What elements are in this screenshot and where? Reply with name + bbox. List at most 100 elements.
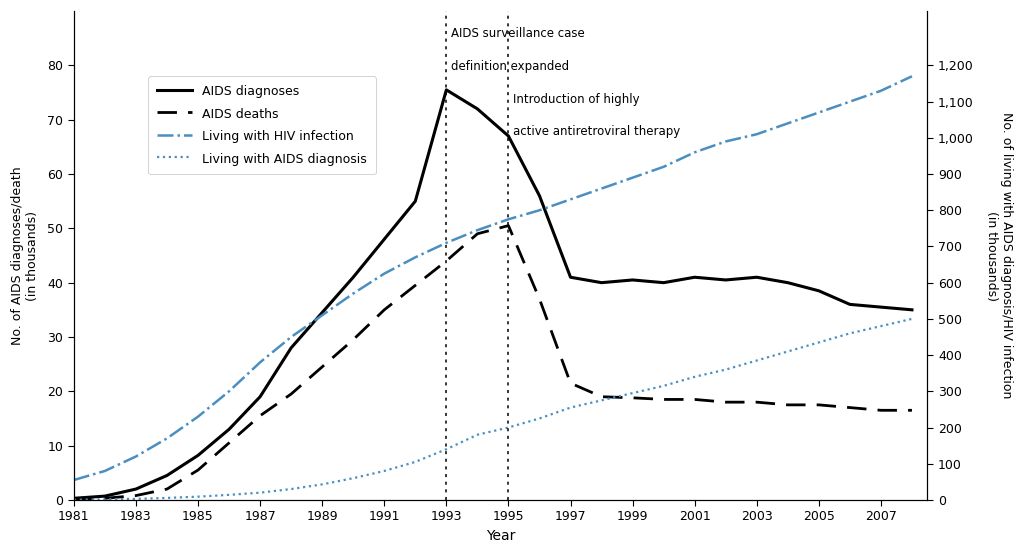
Line: AIDS deaths: AIDS deaths: [74, 225, 912, 499]
Living with HIV infection: [906, 73, 919, 80]
AIDS deaths: [813, 402, 825, 408]
Living with AIDS diagnosis: [161, 495, 173, 501]
Text: Introduction of highly: Introduction of highly: [513, 93, 640, 106]
AIDS deaths: [781, 402, 794, 408]
AIDS deaths: [471, 230, 483, 237]
Living with HIV infection: [781, 120, 794, 127]
Living with AIDS diagnosis: [844, 330, 856, 337]
Living with HIV infection: [595, 185, 607, 192]
Living with AIDS diagnosis: [503, 424, 515, 431]
AIDS diagnoses: [688, 274, 700, 280]
AIDS deaths: [440, 258, 453, 264]
AIDS diagnoses: [285, 345, 297, 351]
AIDS deaths: [130, 493, 142, 499]
AIDS deaths: [503, 222, 515, 229]
Line: Living with HIV infection: Living with HIV infection: [74, 76, 912, 480]
Living with AIDS diagnosis: [471, 432, 483, 438]
AIDS diagnoses: [161, 472, 173, 479]
Living with HIV infection: [68, 476, 80, 483]
AIDS deaths: [285, 391, 297, 397]
Living with HIV infection: [98, 468, 111, 474]
AIDS deaths: [410, 282, 422, 289]
AIDS deaths: [874, 407, 887, 414]
AIDS deaths: [595, 393, 607, 400]
AIDS deaths: [564, 380, 577, 387]
Living with AIDS diagnosis: [906, 316, 919, 322]
Living with HIV infection: [161, 435, 173, 442]
AIDS diagnoses: [595, 279, 607, 286]
AIDS deaths: [720, 399, 732, 406]
Legend: AIDS diagnoses, AIDS deaths, Living with HIV infection, Living with AIDS diagnos: AIDS diagnoses, AIDS deaths, Living with…: [148, 76, 376, 175]
AIDS diagnoses: [223, 426, 236, 433]
AIDS diagnoses: [534, 192, 546, 199]
Living with HIV infection: [627, 175, 639, 181]
AIDS diagnoses: [751, 274, 763, 280]
Living with HIV infection: [564, 196, 577, 203]
Living with AIDS diagnosis: [688, 373, 700, 380]
AIDS diagnoses: [191, 452, 204, 459]
Living with HIV infection: [410, 254, 422, 260]
AIDS diagnoses: [316, 309, 329, 316]
Text: AIDS surveillance case: AIDS surveillance case: [451, 27, 585, 40]
AIDS deaths: [627, 394, 639, 401]
Y-axis label: No. of AIDS diagnoses/death
(in thousands): No. of AIDS diagnoses/death (in thousand…: [11, 166, 39, 345]
Line: AIDS diagnoses: AIDS diagnoses: [74, 90, 912, 498]
AIDS deaths: [657, 396, 670, 403]
Y-axis label: No. of living with AIDS diagnosis/HIV infection
(in thousands): No. of living with AIDS diagnosis/HIV in…: [985, 112, 1013, 399]
Living with HIV infection: [285, 334, 297, 340]
AIDS diagnoses: [68, 495, 80, 501]
Living with AIDS diagnosis: [657, 383, 670, 389]
Living with AIDS diagnosis: [627, 390, 639, 397]
Living with HIV infection: [534, 207, 546, 214]
Living with HIV infection: [378, 270, 390, 277]
AIDS deaths: [534, 296, 546, 302]
Living with HIV infection: [844, 98, 856, 105]
AIDS diagnoses: [564, 274, 577, 280]
AIDS diagnoses: [781, 279, 794, 286]
Living with HIV infection: [688, 149, 700, 156]
AIDS diagnoses: [813, 288, 825, 294]
Living with HIV infection: [316, 312, 329, 319]
Living with AIDS diagnosis: [347, 475, 359, 481]
Living with AIDS diagnosis: [781, 348, 794, 355]
Living with HIV infection: [751, 131, 763, 137]
Living with AIDS diagnosis: [440, 446, 453, 453]
AIDS deaths: [347, 336, 359, 343]
Living with HIV infection: [191, 413, 204, 420]
AIDS deaths: [223, 439, 236, 446]
AIDS diagnoses: [503, 133, 515, 140]
Text: active antiretroviral therapy: active antiretroviral therapy: [513, 125, 680, 138]
Living with HIV infection: [254, 359, 266, 366]
Living with AIDS diagnosis: [720, 366, 732, 373]
AIDS deaths: [844, 404, 856, 411]
Living with HIV infection: [223, 388, 236, 394]
Living with AIDS diagnosis: [316, 481, 329, 488]
Line: Living with AIDS diagnosis: Living with AIDS diagnosis: [74, 319, 912, 500]
AIDS deaths: [751, 399, 763, 406]
Living with AIDS diagnosis: [410, 459, 422, 465]
AIDS diagnoses: [657, 279, 670, 286]
AIDS diagnoses: [378, 236, 390, 243]
AIDS diagnoses: [844, 301, 856, 307]
AIDS deaths: [98, 495, 111, 501]
Living with AIDS diagnosis: [68, 496, 80, 503]
Living with AIDS diagnosis: [813, 339, 825, 346]
AIDS diagnoses: [98, 493, 111, 500]
AIDS diagnoses: [627, 276, 639, 283]
Living with AIDS diagnosis: [130, 495, 142, 502]
Living with AIDS diagnosis: [378, 468, 390, 474]
Living with HIV infection: [874, 88, 887, 94]
AIDS deaths: [191, 466, 204, 473]
AIDS deaths: [161, 486, 173, 493]
AIDS diagnoses: [410, 198, 422, 204]
Living with HIV infection: [347, 290, 359, 297]
AIDS diagnoses: [130, 486, 142, 493]
Living with AIDS diagnosis: [595, 397, 607, 404]
AIDS deaths: [378, 306, 390, 313]
Living with AIDS diagnosis: [98, 496, 111, 502]
AIDS deaths: [316, 363, 329, 370]
Living with HIV infection: [440, 239, 453, 246]
Living with HIV infection: [813, 109, 825, 116]
Living with HIV infection: [503, 216, 515, 223]
Living with HIV infection: [657, 163, 670, 170]
